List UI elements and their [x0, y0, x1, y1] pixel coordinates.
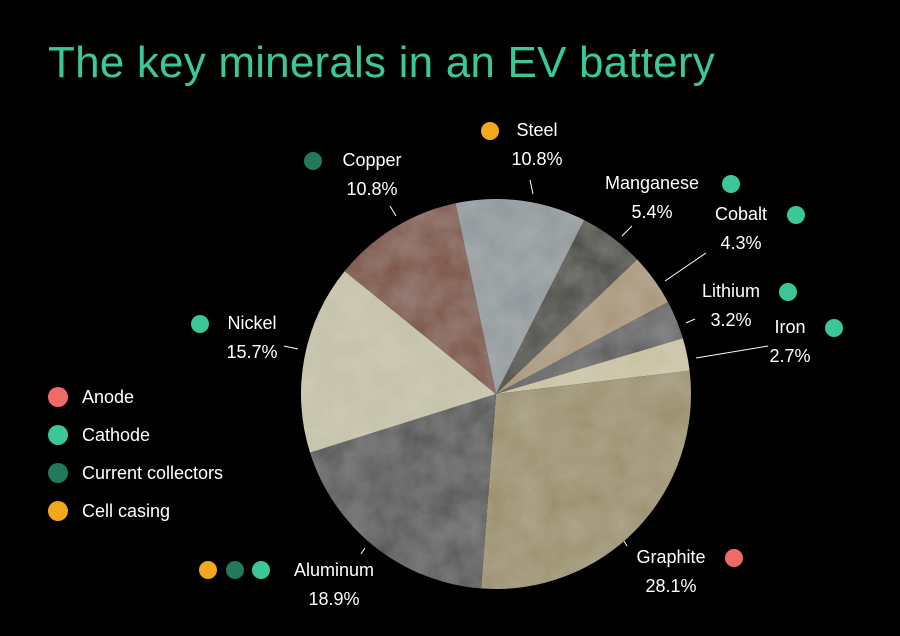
chart-title: The key minerals in an EV battery — [48, 38, 715, 87]
legend-label: Cell casing — [82, 500, 171, 521]
slice-name-graphite: Graphite — [636, 547, 705, 567]
pie-slice-steel — [455, 199, 585, 394]
slice-value-graphite: 28.1% — [645, 576, 696, 596]
pie-slice-nickel — [301, 271, 496, 453]
pie-slice-cobalt — [496, 259, 668, 394]
category-dot-icon — [787, 206, 805, 224]
leader-line-graphite — [623, 540, 628, 547]
slice-name-nickel: Nickel — [227, 313, 276, 333]
slice-value-copper: 10.8% — [346, 179, 397, 199]
leader-line-aluminum — [360, 547, 366, 555]
slice-name-steel: Steel — [516, 120, 557, 140]
slice-value-steel: 10.8% — [511, 149, 562, 169]
category-dot-icon — [779, 283, 797, 301]
legend-item-cell-casing: Cell casing — [48, 492, 223, 530]
category-dot-icon — [226, 561, 244, 579]
leader-line-nickel — [283, 345, 299, 350]
leader-line-cobalt — [664, 252, 707, 282]
slice-name-cobalt: Cobalt — [715, 204, 767, 224]
pie-slice-aluminum — [310, 394, 496, 589]
category-dot-icon — [825, 319, 843, 337]
slice-name-aluminum: Aluminum — [294, 560, 374, 580]
category-dot-icon — [191, 315, 209, 333]
category-dot-icon — [725, 549, 743, 567]
cell-casing-dot-icon — [48, 501, 68, 521]
slice-value-lithium: 3.2% — [710, 310, 751, 330]
slice-value-aluminum: 18.9% — [308, 589, 359, 609]
slice-value-iron: 2.7% — [769, 346, 810, 366]
anode-dot-icon — [48, 387, 68, 407]
legend-item-anode: Anode — [48, 378, 223, 416]
leader-line-manganese — [621, 225, 633, 237]
slice-name-copper: Copper — [342, 150, 401, 170]
slice-name-iron: Iron — [774, 317, 805, 337]
slice-value-manganese: 5.4% — [631, 202, 672, 222]
slice-value-cobalt: 4.3% — [720, 233, 761, 253]
legend-label: Anode — [82, 386, 135, 407]
slice-labels: Steel 10.8% Manganese 5.4% Cobalt 4.3% Lithium… — [191, 120, 843, 609]
category-dot-icon — [199, 561, 217, 579]
slice-value-nickel: 15.7% — [226, 342, 277, 362]
leader-line-steel — [529, 179, 534, 195]
legend-label: Cathode — [82, 424, 151, 445]
slice-name-manganese: Manganese — [605, 173, 699, 193]
category-dot-icon — [304, 152, 322, 170]
category-dot-icon — [252, 561, 270, 579]
slice-name-lithium: Lithium — [702, 281, 760, 301]
category-dot-icon — [481, 122, 499, 140]
pie-slice-manganese — [496, 220, 638, 394]
leader-line-copper — [389, 205, 397, 217]
legend: Anode Cathode Current collectors Cell ca… — [48, 378, 223, 530]
leader-lines — [283, 179, 769, 555]
pie-slice-copper — [344, 203, 496, 394]
pie-slices — [301, 199, 691, 590]
leader-line-lithium — [685, 318, 696, 324]
cathode-dot-icon — [48, 425, 68, 445]
legend-label: Current collectors — [82, 462, 224, 483]
pie-slice-graphite — [481, 370, 691, 590]
legend-item-cathode: Cathode — [48, 416, 223, 454]
category-dot-icon — [722, 175, 740, 193]
leader-line-iron — [695, 345, 769, 359]
current-collectors-dot-icon — [48, 463, 68, 483]
legend-item-current-collectors: Current collectors — [48, 454, 223, 492]
pie-slice-iron — [496, 338, 690, 394]
pie-slice-lithium — [496, 302, 683, 394]
